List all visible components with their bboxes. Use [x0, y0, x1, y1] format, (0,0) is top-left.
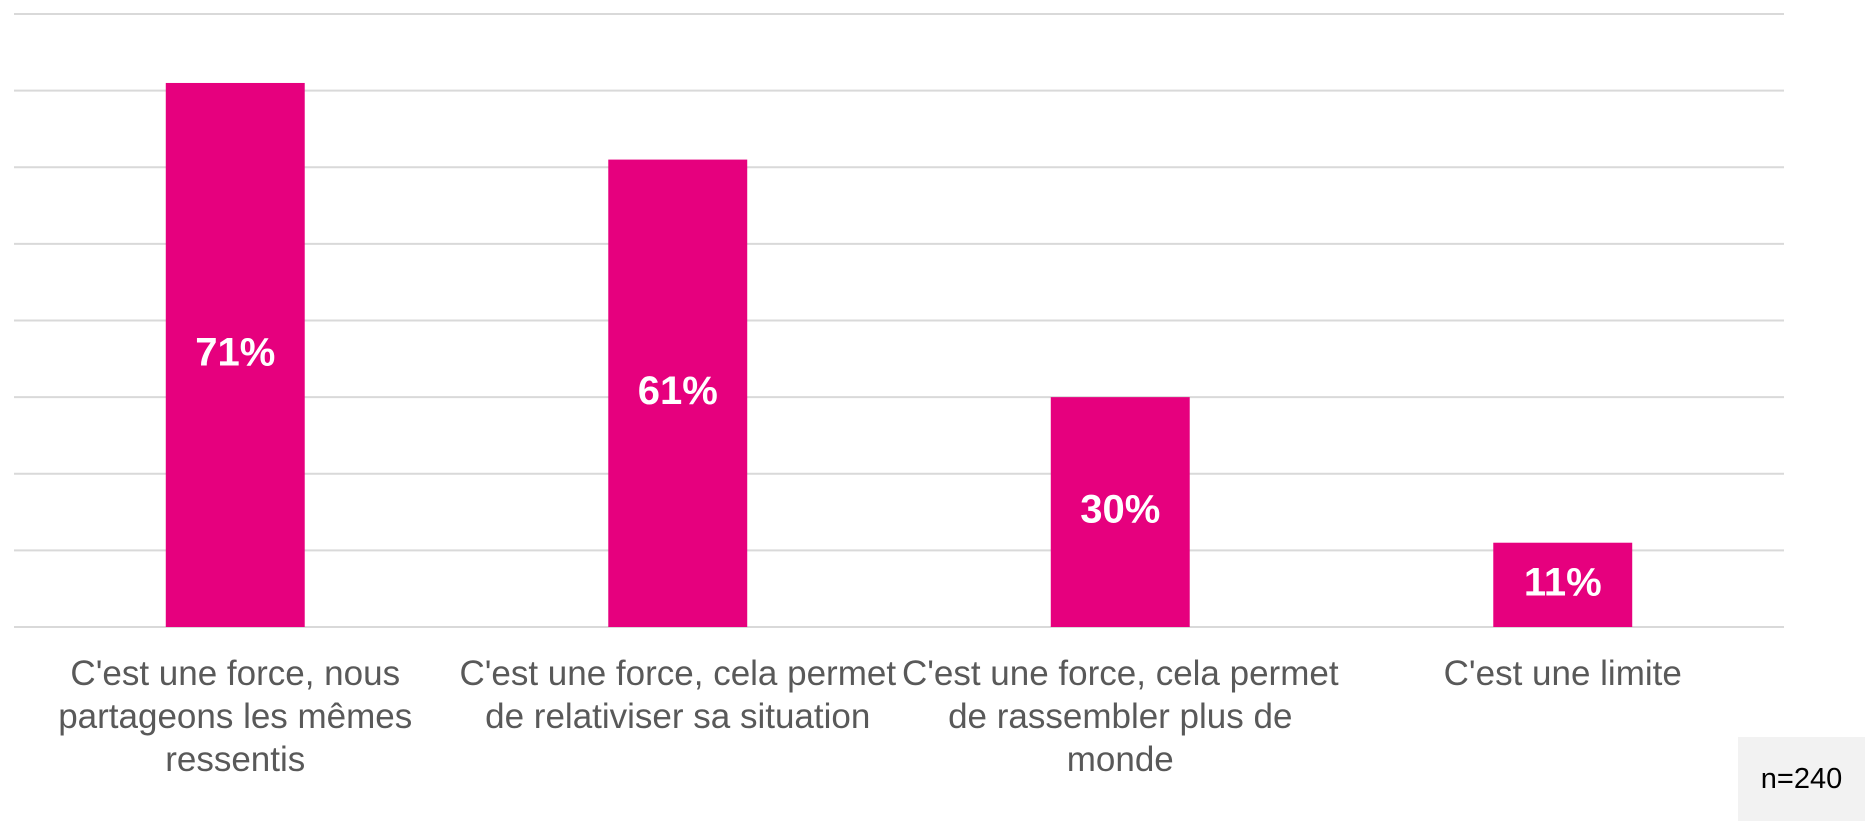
x-tick-label: C'est une force, nous partageons les mêm… [58, 654, 413, 779]
data-label: 71% [195, 331, 275, 375]
bar [608, 159, 748, 627]
bar [1493, 542, 1633, 627]
x-tick-label: C'est une limite [1443, 654, 1682, 693]
bar [165, 82, 305, 627]
bar [1050, 397, 1190, 627]
data-label: 61% [638, 369, 718, 413]
data-label: 11% [1524, 560, 1602, 604]
data-label: 30% [1080, 488, 1160, 532]
x-tick-label: C'est une force, cela permet de relativi… [459, 654, 897, 736]
annotation: n=240 [1738, 737, 1865, 821]
x-tick-label: C'est une force, cela permet de rassembl… [901, 654, 1339, 779]
